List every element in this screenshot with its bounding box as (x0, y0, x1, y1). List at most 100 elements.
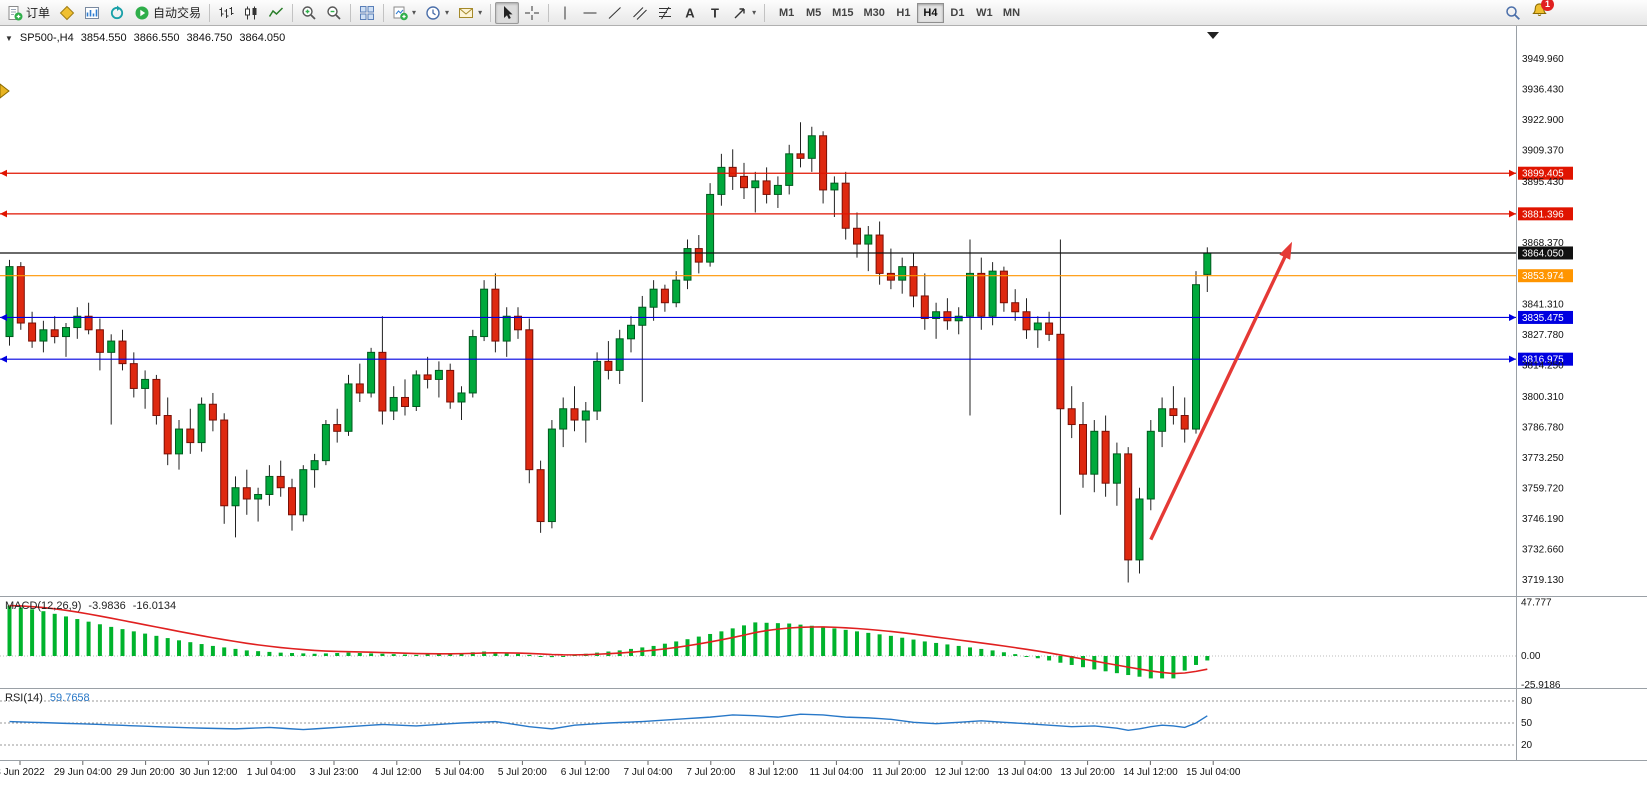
resistance-line[interactable] (0, 169, 1516, 177)
tile-windows-button[interactable] (355, 2, 379, 24)
market-watch-button[interactable] (80, 2, 104, 24)
svg-text:6 Jul 12:00: 6 Jul 12:00 (561, 767, 610, 778)
search-button[interactable] (1501, 2, 1525, 24)
price-line-badge: 3864.050 (1518, 246, 1573, 260)
svg-text:3786.780: 3786.780 (1522, 422, 1564, 433)
svg-text:30 Jun 12:00: 30 Jun 12:00 (179, 767, 237, 778)
timeframe-M30[interactable]: M30 (859, 3, 890, 23)
svg-text:T: T (711, 5, 719, 20)
chart-area: 47.777 0.00 -25.9186 80 50 20 3899.405 3881.396… (0, 26, 1647, 811)
cursor-arrow-icon (504, 5, 513, 19)
svg-text:3732.660: 3732.660 (1522, 544, 1564, 555)
trend-arrow[interactable] (1149, 241, 1293, 541)
timeframe-MN[interactable]: MN (998, 3, 1025, 23)
crosshair-tool-button[interactable] (520, 2, 544, 24)
macd-signal-value: -16.0134 (132, 600, 177, 612)
notifications-button[interactable]: 1 (1531, 0, 1554, 24)
toolbar-separator (209, 3, 211, 22)
timeframe-M15[interactable]: M15 (827, 3, 858, 23)
arrows-tool-button[interactable]: ▾ (728, 2, 760, 24)
timeframe-D1[interactable]: D1 (944, 3, 971, 23)
price-line-badge: 3881.396 (1518, 207, 1573, 221)
play-circle-icon (135, 6, 149, 19)
bar-chart-mode-button[interactable] (214, 2, 238, 24)
svg-text:3909.370: 3909.370 (1522, 146, 1564, 157)
envelope-icon (459, 7, 474, 18)
new-chart-button[interactable]: ▾ (388, 2, 420, 24)
channel-tool-button[interactable] (628, 2, 652, 24)
svg-text:3841.310: 3841.310 (1522, 299, 1564, 310)
time-axis: 8 Jun 2022 29 Jun 04:00 29 Jun 20:00 30 Jun… (0, 761, 1241, 778)
price-line-badge: 3835.475 (1518, 310, 1573, 324)
chart-shift-marker-icon[interactable] (1207, 32, 1219, 39)
svg-text:3899.405: 3899.405 (1522, 169, 1564, 180)
rsi-name: RSI(14) (5, 692, 43, 704)
fibonacci-tool-button[interactable] (653, 2, 677, 24)
toolbar-separator (383, 3, 385, 22)
timeframe-M5[interactable]: M5 (800, 3, 827, 23)
trendline-tool-button[interactable] (603, 2, 627, 24)
zoom-out-icon (327, 5, 341, 20)
text-a-icon: A (685, 5, 695, 20)
ohlc-open: 3854.550 (80, 32, 127, 44)
svg-text:3816.975: 3816.975 (1522, 355, 1564, 366)
svg-text:5 Jul 04:00: 5 Jul 04:00 (435, 767, 484, 778)
price-axis: 3949.960 3936.430 3922.900 3909.370 3895.430… (1522, 54, 1564, 586)
svg-text:1 Jul 04:00: 1 Jul 04:00 (247, 767, 296, 778)
periods-button[interactable]: ▾ (421, 2, 453, 24)
toolbar-right-group: 1 (1501, 0, 1644, 24)
main-toolbar: 订单 自动交易 (0, 0, 1647, 26)
timeframe-H1[interactable]: H1 (890, 3, 917, 23)
profiles-button[interactable] (55, 2, 79, 24)
rsi-pane: 80 50 20 (0, 696, 1533, 751)
price-line-badge: 3816.975 (1518, 352, 1573, 366)
notification-count-badge: 1 (1541, 0, 1554, 11)
line-chart-mode-button[interactable] (264, 2, 288, 24)
price-marker-triangle-icon (0, 83, 10, 99)
svg-text:3936.430: 3936.430 (1522, 85, 1564, 96)
support-line[interactable] (0, 355, 1516, 363)
bar-chart-icon (219, 6, 234, 18)
vertical-line-icon (564, 6, 566, 19)
trendline-icon (608, 6, 621, 19)
new-order-icon (8, 5, 23, 20)
navigator-button[interactable] (105, 2, 129, 24)
candlestick-series (5, 122, 1212, 583)
timeframe-H4[interactable]: H4 (916, 2, 944, 23)
svg-text:3773.250: 3773.250 (1522, 453, 1564, 464)
text-tool-button[interactable]: A (678, 2, 702, 24)
channel-icon (633, 6, 647, 20)
support-line[interactable] (0, 313, 1516, 321)
tile-windows-icon (360, 5, 375, 20)
toolbar-separator (548, 3, 550, 22)
timeframe-W1[interactable]: W1 (971, 3, 998, 23)
candlestick-mode-button[interactable] (239, 2, 263, 24)
dropdown-caret-icon: ▾ (752, 8, 757, 17)
timeframe-M1[interactable]: M1 (773, 3, 800, 23)
new-order-button[interactable]: 订单 (3, 2, 54, 24)
svg-text:3 Jul 23:00: 3 Jul 23:00 (310, 767, 359, 778)
horizontal-line-tool-button[interactable] (578, 2, 602, 24)
vertical-line-tool-button[interactable] (553, 2, 577, 24)
svg-text:47.777: 47.777 (1521, 597, 1552, 608)
svg-text:A: A (685, 5, 695, 20)
toolbar-separator (350, 3, 352, 22)
zoom-in-icon (302, 5, 316, 20)
zoom-in-button[interactable] (297, 2, 321, 24)
candlestick-icon (245, 6, 257, 19)
cursor-tool-button[interactable] (495, 1, 520, 24)
market-watch-icon (85, 6, 100, 19)
label-tool-button[interactable]: T (703, 2, 727, 24)
chart-ohlc-header: ▼ SP500-,H4 3854.550 3866.550 3846.750 3… (5, 32, 285, 44)
svg-text:14 Jul 12:00: 14 Jul 12:00 (1123, 767, 1178, 778)
resistance-line[interactable] (0, 210, 1516, 218)
svg-text:3759.720: 3759.720 (1522, 483, 1564, 494)
templates-button[interactable]: ▾ (454, 2, 486, 24)
new-order-label: 订单 (26, 6, 51, 20)
crosshair-icon (525, 5, 540, 20)
zoom-out-button[interactable] (322, 2, 346, 24)
svg-text:20: 20 (1521, 740, 1533, 751)
profile-diamond-icon (59, 5, 75, 20)
price-chart[interactable]: 47.777 0.00 -25.9186 80 50 20 3899.405 3881.396… (0, 26, 1647, 811)
auto-trading-button[interactable]: 自动交易 (130, 2, 205, 24)
